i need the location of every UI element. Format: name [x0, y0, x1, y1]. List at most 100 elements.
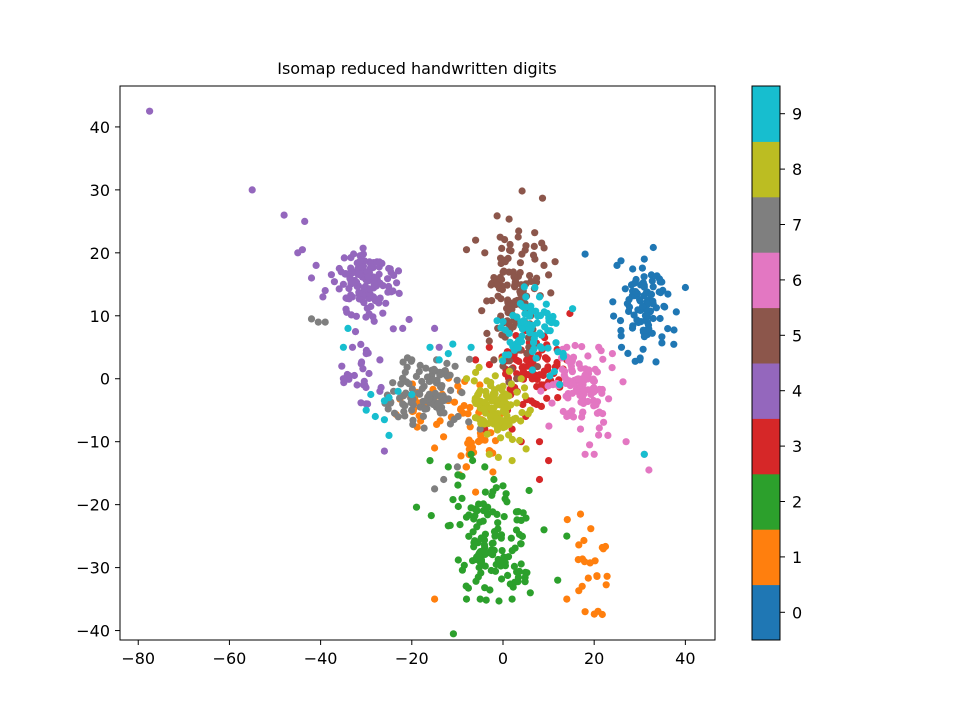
data-point-digit-4: [364, 273, 372, 281]
data-point-digit-2: [454, 556, 462, 564]
colorbar-tick-label: 0: [792, 603, 802, 622]
data-point-digit-3: [553, 358, 561, 367]
data-point-digit-0: [613, 261, 621, 269]
data-point-digit-0: [625, 303, 634, 311]
x-tick-label: 0: [498, 649, 508, 668]
data-point-digit-8: [507, 380, 515, 388]
data-point-digit-6: [558, 365, 566, 374]
x-axis: −80 −60 −40 −20 0 20 40: [121, 640, 696, 668]
data-point-digit-6: [567, 362, 576, 370]
data-point-digit-2: [492, 484, 500, 492]
data-point-digit-9: [536, 312, 545, 320]
data-point-digit-5: [493, 212, 501, 220]
data-point-digit-5: [462, 246, 471, 254]
data-point-digit-2: [480, 541, 489, 549]
data-point-digit-9: [528, 366, 537, 374]
data-point-digit-8: [520, 384, 529, 392]
data-point-digit-1: [457, 452, 465, 460]
data-point-digit-2: [469, 456, 477, 465]
data-point-digit-2: [501, 562, 509, 570]
data-point-digit-6: [576, 391, 584, 400]
data-point-digit-8: [503, 416, 511, 424]
data-point-digit-4: [345, 295, 353, 303]
data-point-digit-2: [481, 463, 489, 471]
data-point-digit-1: [574, 556, 582, 564]
data-point-digit-2: [487, 566, 495, 575]
data-point-digit-5: [485, 337, 493, 345]
data-point-digit-5: [526, 272, 534, 280]
data-point-digit-2: [470, 515, 478, 523]
data-point-digit-4: [376, 387, 384, 395]
data-point-digit-5: [487, 281, 495, 289]
scatter-points: [146, 107, 690, 638]
data-point-digit-9: [537, 331, 546, 339]
data-point-digit-2: [454, 481, 462, 489]
data-point-digit-2: [488, 539, 496, 548]
data-point-digit-4: [352, 278, 361, 286]
y-tick-label: −30: [76, 559, 110, 578]
data-point-digit-9: [513, 313, 521, 321]
data-point-digit-7: [389, 379, 397, 387]
data-point-digit-9: [339, 343, 347, 351]
data-point-digit-9: [394, 387, 402, 395]
data-point-digit-4: [431, 324, 439, 332]
data-point-digit-4: [370, 280, 378, 288]
data-point-digit-2: [517, 516, 525, 525]
data-point-digit-6: [619, 378, 627, 386]
data-point-digit-4: [382, 299, 390, 307]
data-point-digit-4: [280, 211, 288, 219]
colorbar-frame: [751, 85, 781, 641]
data-point-digit-6: [563, 412, 571, 421]
data-point-digit-7: [402, 389, 410, 397]
data-point-digit-0: [659, 286, 667, 294]
data-point-digit-7: [465, 355, 474, 363]
data-point-digit-7: [399, 374, 407, 382]
data-point-digit-0: [617, 332, 625, 340]
data-point-digit-6: [566, 381, 574, 389]
data-point-digit-7: [307, 315, 316, 323]
data-point-digit-7: [421, 405, 429, 413]
data-point-digit-2: [504, 571, 512, 580]
data-point-digit-9: [520, 283, 528, 291]
data-point-digit-4: [393, 279, 401, 287]
data-point-digit-2: [475, 552, 483, 560]
data-point-digit-4: [347, 264, 355, 272]
data-point-digit-9: [521, 310, 529, 318]
colorbar-segment-2: [752, 473, 780, 530]
data-point-digit-2: [476, 557, 484, 566]
data-point-digit-8: [475, 389, 483, 397]
data-point-digit-5: [547, 289, 555, 297]
data-point-digit-5: [499, 362, 507, 370]
data-point-digit-7: [465, 418, 473, 426]
data-point-digit-4: [350, 250, 358, 258]
data-point-digit-6: [577, 398, 585, 406]
data-point-digit-6: [574, 375, 582, 383]
data-point-digit-1: [431, 444, 439, 452]
data-point-digit-2: [494, 519, 502, 527]
data-point-digit-1: [581, 558, 589, 566]
data-point-digit-5: [540, 261, 548, 269]
data-point-digit-6: [537, 387, 545, 395]
data-point-digit-0: [647, 271, 656, 279]
data-point-digit-6: [563, 343, 571, 351]
data-point-digit-9: [532, 354, 540, 362]
data-point-digit-0: [645, 325, 653, 333]
data-point-digit-0: [640, 333, 649, 341]
data-point-digit-5: [501, 236, 509, 244]
data-point-digit-9: [380, 397, 388, 405]
data-point-digit-4: [366, 285, 374, 293]
data-point-digit-2: [458, 566, 466, 574]
data-point-digit-2: [554, 576, 562, 584]
data-point-digit-2: [490, 475, 498, 484]
data-point-digit-0: [649, 243, 657, 252]
data-point-digit-6: [586, 441, 594, 449]
data-point-digit-1: [598, 610, 606, 619]
data-point-digit-2: [517, 560, 525, 568]
data-point-digit-8: [516, 436, 524, 445]
data-point-digit-0: [640, 283, 648, 291]
data-point-digit-5: [478, 307, 486, 315]
data-point-digit-8: [522, 445, 530, 453]
data-point-digit-5: [505, 357, 514, 365]
data-point-digit-4: [307, 274, 316, 282]
